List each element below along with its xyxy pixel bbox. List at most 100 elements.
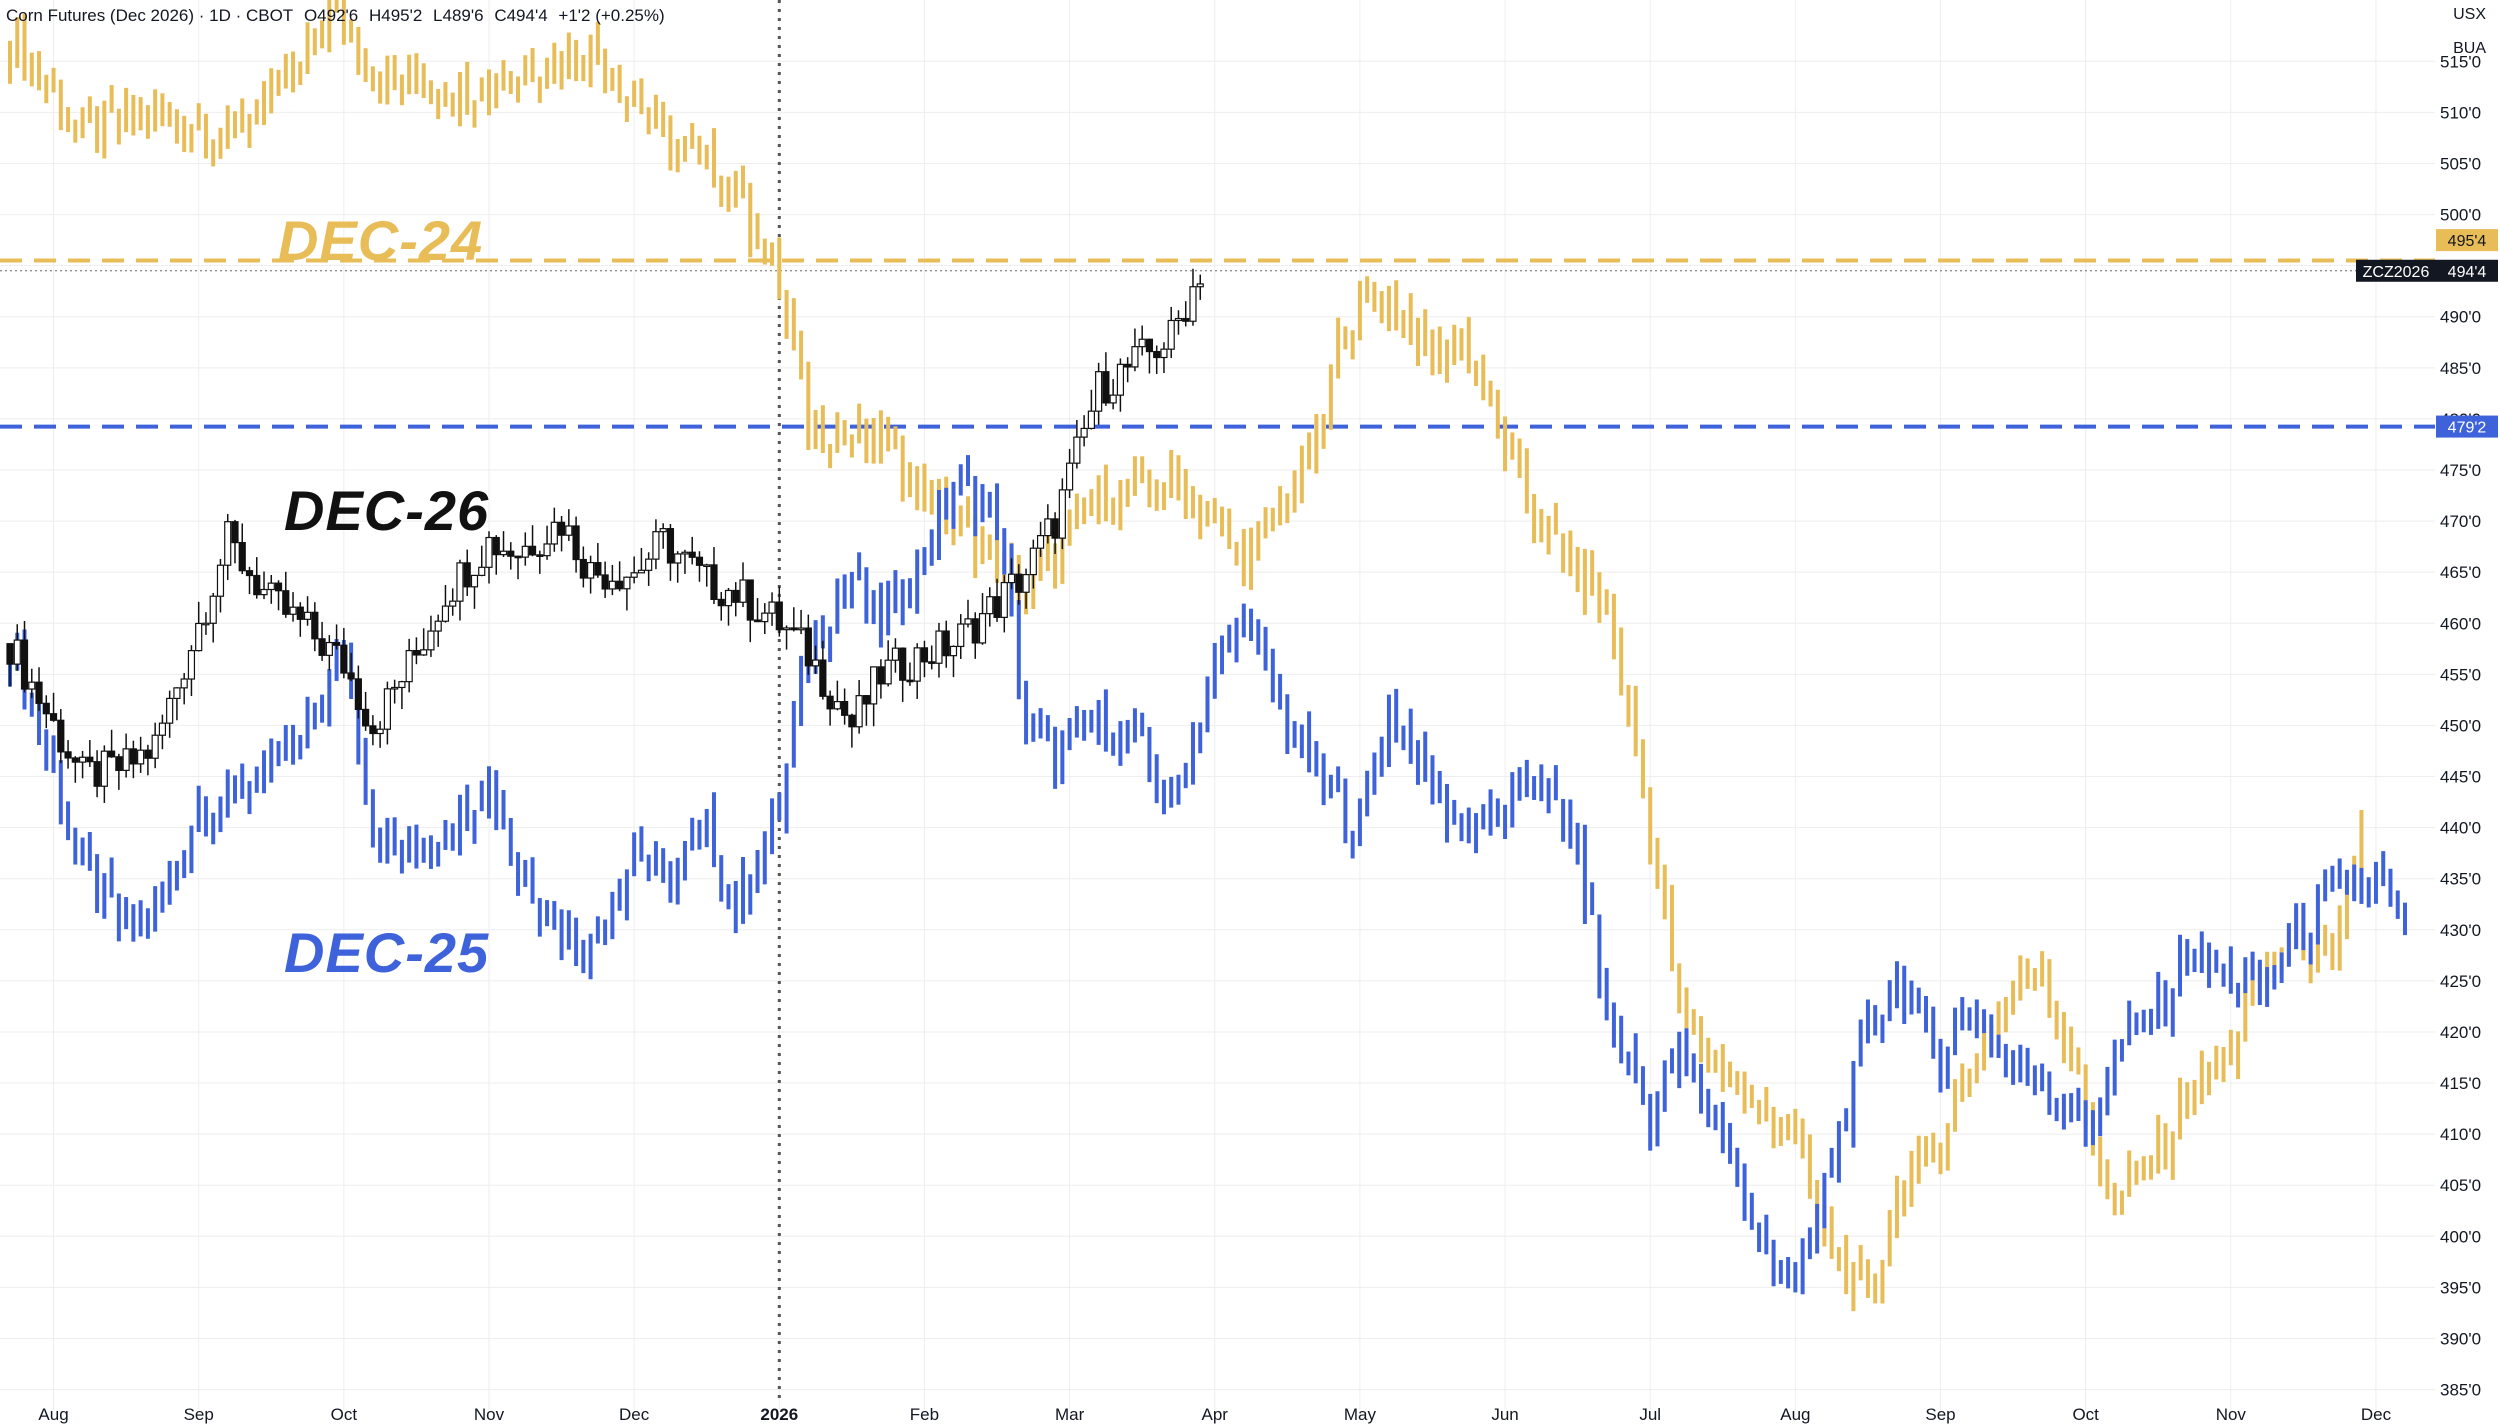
open-value: O492'6 bbox=[303, 6, 359, 25]
unit-label: BUA bbox=[2453, 40, 2486, 57]
time-tick-label: Mar bbox=[1055, 1405, 1085, 1424]
time-tick-label: Nov bbox=[474, 1405, 505, 1424]
candle-body bbox=[434, 620, 442, 632]
candle-body bbox=[811, 659, 820, 667]
price-tick-label: 440'0 bbox=[2440, 819, 2481, 838]
candle-body bbox=[1058, 489, 1066, 539]
candle-body bbox=[804, 627, 812, 667]
candle-body bbox=[978, 613, 987, 644]
candle-body bbox=[616, 580, 624, 590]
candle-body bbox=[158, 722, 167, 736]
candle-body bbox=[78, 756, 87, 763]
candle-body bbox=[463, 562, 471, 588]
price-tick-label: 415'0 bbox=[2440, 1074, 2481, 1093]
candle-body bbox=[746, 579, 754, 621]
candle-body bbox=[71, 757, 79, 763]
dec24-price-tag: 495'4 bbox=[2448, 233, 2487, 250]
candle-body bbox=[993, 596, 1001, 618]
candle-body bbox=[920, 647, 929, 663]
candle-body bbox=[695, 556, 704, 566]
candle-body bbox=[20, 639, 29, 690]
candle-body bbox=[1109, 394, 1117, 404]
candle-body bbox=[499, 550, 508, 556]
candle-body bbox=[710, 564, 718, 601]
candle-body bbox=[1153, 350, 1161, 359]
candle-body bbox=[862, 695, 870, 705]
candle-body bbox=[1087, 410, 1095, 430]
candle-body bbox=[782, 627, 791, 631]
candle-body bbox=[340, 644, 348, 674]
candle-body bbox=[311, 611, 319, 640]
candle-body bbox=[224, 521, 232, 566]
ticker-tag-bg bbox=[2356, 259, 2436, 282]
candle-body bbox=[144, 749, 152, 759]
candle-body bbox=[565, 525, 573, 536]
candle-body bbox=[274, 582, 283, 592]
candle-body bbox=[108, 750, 116, 758]
price-axis: 385'0 390'0 395'0 400'0 405'0 410'0 415'0 420'0… bbox=[2440, 52, 2481, 1399]
candle-body bbox=[703, 564, 711, 568]
candle-body bbox=[557, 521, 566, 536]
candle-body bbox=[420, 649, 428, 656]
candle-body bbox=[137, 749, 145, 765]
dec26-label: DEC-26 bbox=[284, 479, 490, 542]
candle-body bbox=[303, 611, 312, 620]
candle-body bbox=[877, 666, 885, 685]
time-tick-label: Aug bbox=[1780, 1405, 1810, 1424]
price-tick-label: 450'0 bbox=[2440, 716, 2481, 735]
price-tags: 495'4 479'2 ZCZ2026 494'4 bbox=[2356, 229, 2498, 438]
candle-body bbox=[986, 596, 994, 615]
candle-body bbox=[282, 590, 290, 615]
candle-body bbox=[362, 708, 370, 727]
candle-body bbox=[528, 545, 537, 556]
candle-body bbox=[28, 681, 36, 690]
candle-body bbox=[398, 681, 406, 689]
candle-body bbox=[187, 650, 196, 680]
candle-body bbox=[449, 600, 457, 607]
candle-body bbox=[42, 702, 50, 715]
chart-header: Corn Futures (Dec 2026) · 1D · CBOT O492… bbox=[6, 6, 671, 26]
candle-body bbox=[855, 695, 863, 728]
candle-body bbox=[129, 748, 137, 765]
candle-body bbox=[49, 713, 58, 721]
candle-body bbox=[572, 525, 580, 561]
candle-body bbox=[681, 551, 689, 555]
candle-body bbox=[1066, 462, 1074, 491]
candle-body bbox=[928, 661, 936, 664]
candle-body bbox=[536, 554, 544, 557]
candle-body bbox=[819, 659, 827, 697]
price-tick-label: 465'0 bbox=[2440, 563, 2481, 582]
dec25-price-tag: 479'2 bbox=[2448, 420, 2487, 437]
candle-body bbox=[957, 623, 965, 648]
time-tick-label: Dec bbox=[2361, 1405, 2392, 1424]
time-tick-label: Dec bbox=[619, 1405, 650, 1424]
high-value: H495'2 bbox=[368, 6, 423, 25]
candle-body bbox=[521, 545, 529, 558]
candle-body bbox=[1036, 535, 1045, 549]
candle-body bbox=[768, 601, 776, 614]
candle-body bbox=[1167, 319, 1175, 350]
candle-body bbox=[543, 543, 551, 557]
candle-body bbox=[86, 756, 94, 763]
candle-body bbox=[775, 601, 783, 631]
time-tick-label: Oct bbox=[2072, 1405, 2099, 1424]
candle-body bbox=[100, 750, 108, 787]
grid-lines bbox=[0, 0, 2435, 1410]
candle-body bbox=[652, 531, 660, 560]
candle-body bbox=[739, 579, 747, 603]
candle-body bbox=[1015, 573, 1023, 593]
candle-body bbox=[753, 619, 762, 623]
price-tick-label: 470'0 bbox=[2440, 512, 2481, 531]
close-value: C494'4 bbox=[494, 6, 548, 25]
candle-body bbox=[195, 622, 203, 652]
dec25-price-tag-bg bbox=[2436, 415, 2498, 438]
last-price-tag: 494'4 bbox=[2448, 264, 2487, 281]
candle-body bbox=[332, 641, 341, 646]
candle-body bbox=[1073, 436, 1081, 464]
candle-body bbox=[354, 678, 362, 710]
candle-body bbox=[1116, 363, 1125, 396]
candle-body bbox=[318, 638, 326, 656]
candle-body bbox=[724, 589, 733, 607]
candle-body bbox=[151, 734, 159, 759]
